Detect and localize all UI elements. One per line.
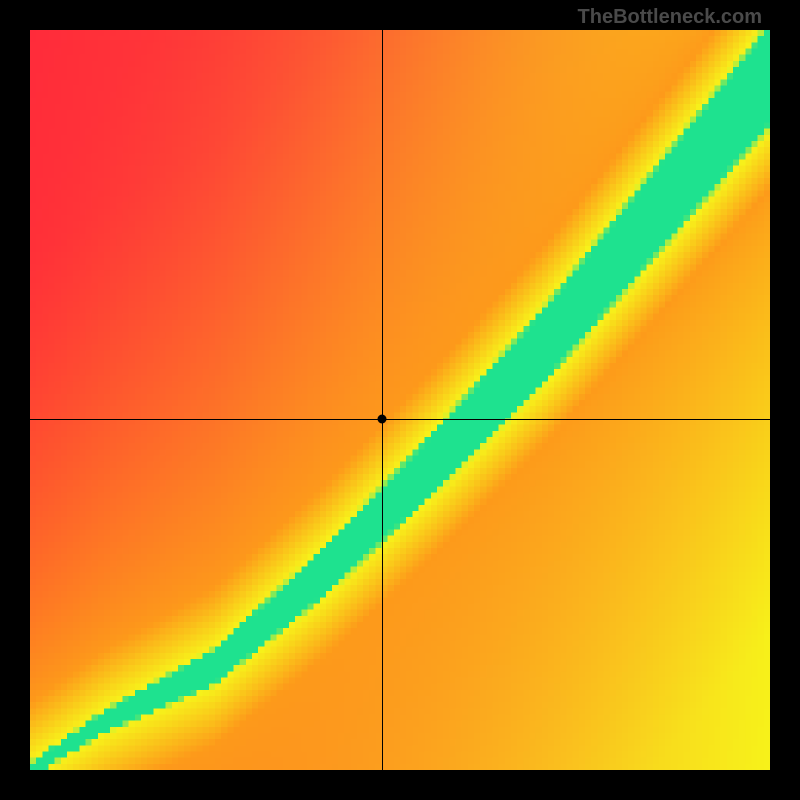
heatmap-canvas (30, 30, 770, 770)
crosshair-vertical (382, 30, 383, 770)
crosshair-horizontal (30, 419, 770, 420)
heatmap-plot (30, 30, 770, 770)
watermark-text: TheBottleneck.com (578, 6, 762, 29)
crosshair-marker (377, 414, 386, 423)
